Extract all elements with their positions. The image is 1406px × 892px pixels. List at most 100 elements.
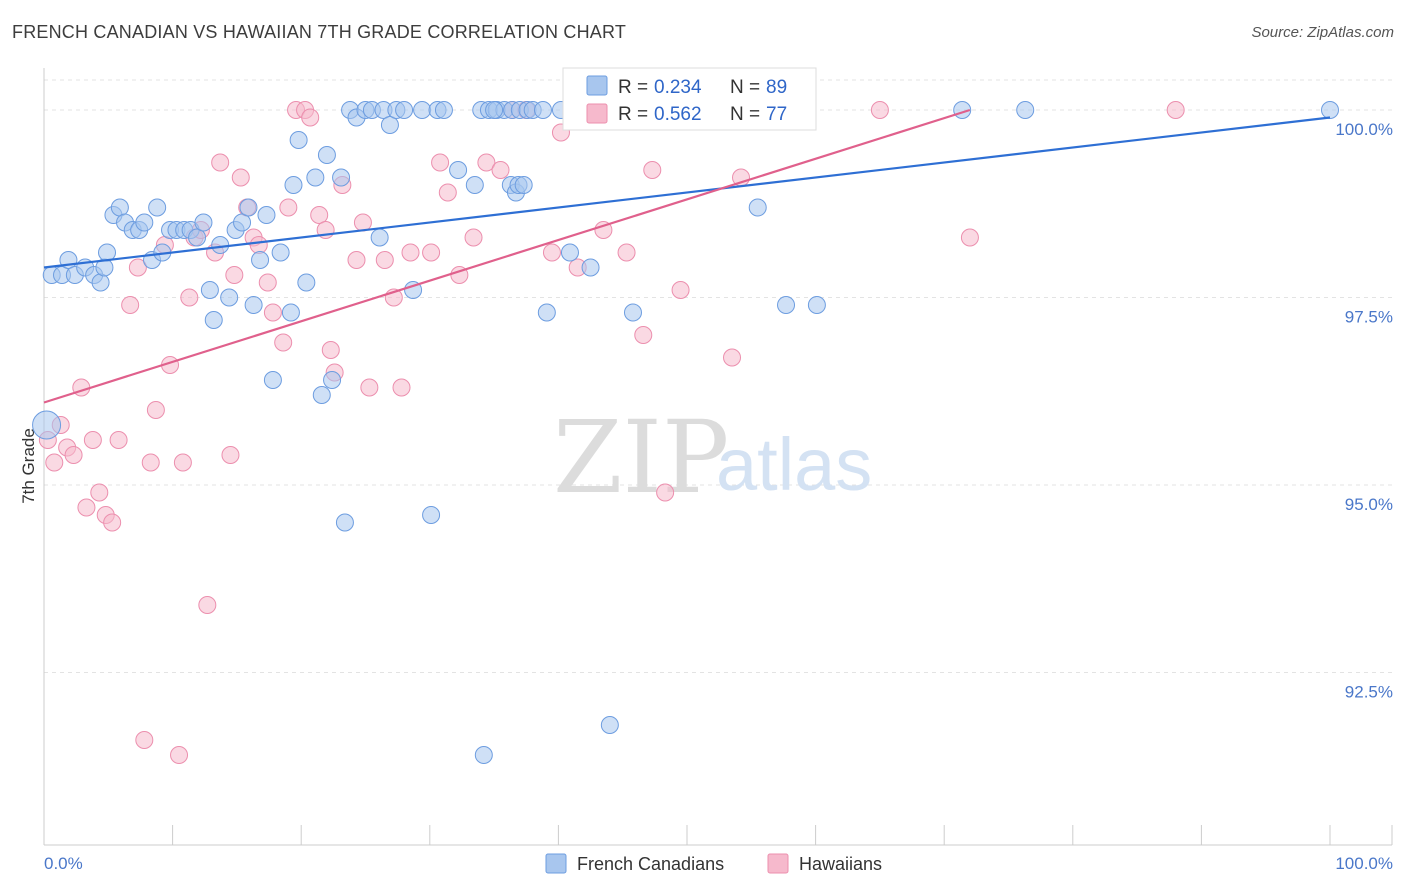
hawaiians-point (870, 101, 889, 119)
hawaiians-point (671, 281, 690, 299)
hawaiians-point (960, 228, 979, 247)
french-canadians-point (485, 101, 504, 119)
hawaiians-point (301, 108, 320, 127)
hawaiians-point (146, 401, 165, 419)
french-canadians-point (533, 101, 552, 119)
y-tick-label: 95.0% (1345, 495, 1393, 514)
legend-n-value-2: 77 (766, 104, 787, 125)
legend-n-label-1: N = (730, 77, 760, 98)
bottom-legend-french-canadians: French Canadians (577, 854, 724, 874)
y-tick-label: 100.0% (1335, 120, 1393, 139)
hawaiians-point (90, 483, 109, 502)
bottom-legend-hawaiians: Hawaiians (799, 854, 882, 874)
french-canadians-point (465, 176, 484, 194)
hawaiians-point (438, 183, 457, 202)
hawaiians-point (617, 243, 636, 262)
hawaiians-point (477, 153, 496, 172)
french-canadians-point (600, 716, 619, 734)
french-canadians-point (306, 168, 325, 187)
hawaiians-point (347, 251, 366, 269)
hawaiians-point (656, 483, 675, 502)
hawaiians-point (360, 378, 379, 397)
french-canadians-point (537, 303, 556, 322)
french-canadians-trendline (43, 116, 1331, 269)
hawaiians-point (128, 258, 147, 277)
hawaiians-point (431, 153, 450, 172)
y-tick-labels: 92.5% 95.0% 97.5% 100.0% (1335, 120, 1393, 702)
french-canadians-point (110, 198, 129, 217)
hawaiians-point (464, 228, 483, 247)
legend-swatch-french-canadians (586, 75, 608, 96)
y-tick-label: 92.5% (1345, 683, 1393, 702)
french-canadians-point (1016, 101, 1035, 119)
hawaiians-point (643, 161, 662, 179)
french-canadians-point (244, 296, 263, 314)
french-canadians-point (91, 273, 110, 292)
french-canadians-point (284, 176, 303, 194)
french-canadians-point (239, 198, 258, 217)
hawaiians-point (249, 236, 268, 254)
trend-lines (43, 108, 1331, 404)
x-tick-label: 0.0% (44, 854, 83, 873)
hawaiians-point (258, 273, 277, 292)
hawaiians-point (83, 431, 102, 449)
french-canadians-point (777, 296, 796, 314)
hawaiians-point (353, 213, 372, 232)
hawaiians-point (392, 378, 411, 397)
hawaiians-point (45, 453, 64, 472)
hawaiians-point (594, 221, 613, 239)
hawaiians-point (180, 288, 199, 307)
french-canadians-point (289, 131, 308, 149)
hawaiians-point (109, 431, 128, 449)
axes (43, 68, 1393, 846)
hawaiians-point (274, 333, 293, 352)
french-canadians-point (332, 168, 351, 187)
hawaiians-point (198, 596, 217, 614)
bottom-legend-swatch-french-canadians (545, 853, 567, 874)
hawaiians-point (634, 326, 653, 344)
y-axis-title: 7th Grade (19, 428, 38, 504)
french-canadians-point (323, 371, 342, 389)
hawaiians-point (135, 731, 154, 749)
french-canadians-point (748, 198, 767, 217)
watermark-atlas: atlas (716, 423, 872, 506)
hawaiians-point (375, 251, 394, 269)
hawaiians-point (121, 296, 140, 314)
hawaiians-point (321, 341, 340, 359)
hawaiians-point (401, 243, 420, 262)
french-canadians-point (200, 281, 219, 299)
hawaiians-point (723, 348, 742, 367)
hawaiians-point (211, 153, 230, 172)
hawaiians-point (491, 161, 510, 179)
hawaiians-point (231, 168, 250, 187)
french-canadians-points (32, 101, 1339, 764)
hawaiians-point (310, 206, 329, 224)
french-canadians-point (135, 213, 154, 232)
french-canadians-point (395, 101, 414, 119)
french-canadians-point (211, 236, 230, 254)
hawaiians-point (542, 243, 561, 262)
source-label: Source: ZipAtlas.com (1251, 24, 1394, 41)
hawaiians-point (64, 446, 83, 464)
french-canadians-point (271, 243, 290, 262)
hawaiians-point (103, 513, 122, 532)
hawaiians-point (141, 453, 160, 472)
legend-r-label-2: R = (618, 104, 648, 125)
hawaiians-trendline (43, 108, 971, 404)
hawaiians-point (422, 243, 441, 262)
french-canadians-point (148, 198, 167, 217)
watermark-zip: ZIP (553, 399, 729, 516)
chart-title: FRENCH CANADIAN VS HAWAIIAN 7TH GRADE CO… (12, 22, 627, 42)
legend-swatch-hawaiians (586, 103, 608, 124)
legend-r-label-1: R = (618, 77, 648, 98)
french-canadians-point (32, 410, 62, 440)
hawaiians-point (1166, 101, 1185, 119)
french-canadians-point (560, 243, 579, 262)
watermark: ZIP atlas (553, 399, 872, 516)
french-canadians-point (623, 303, 642, 322)
french-canadians-point (807, 296, 826, 314)
french-canadians-point (220, 288, 239, 307)
french-canadians-point (1321, 101, 1339, 119)
legend: R = 0.234 N = 89 R = 0.562 N = 77 (562, 67, 817, 131)
